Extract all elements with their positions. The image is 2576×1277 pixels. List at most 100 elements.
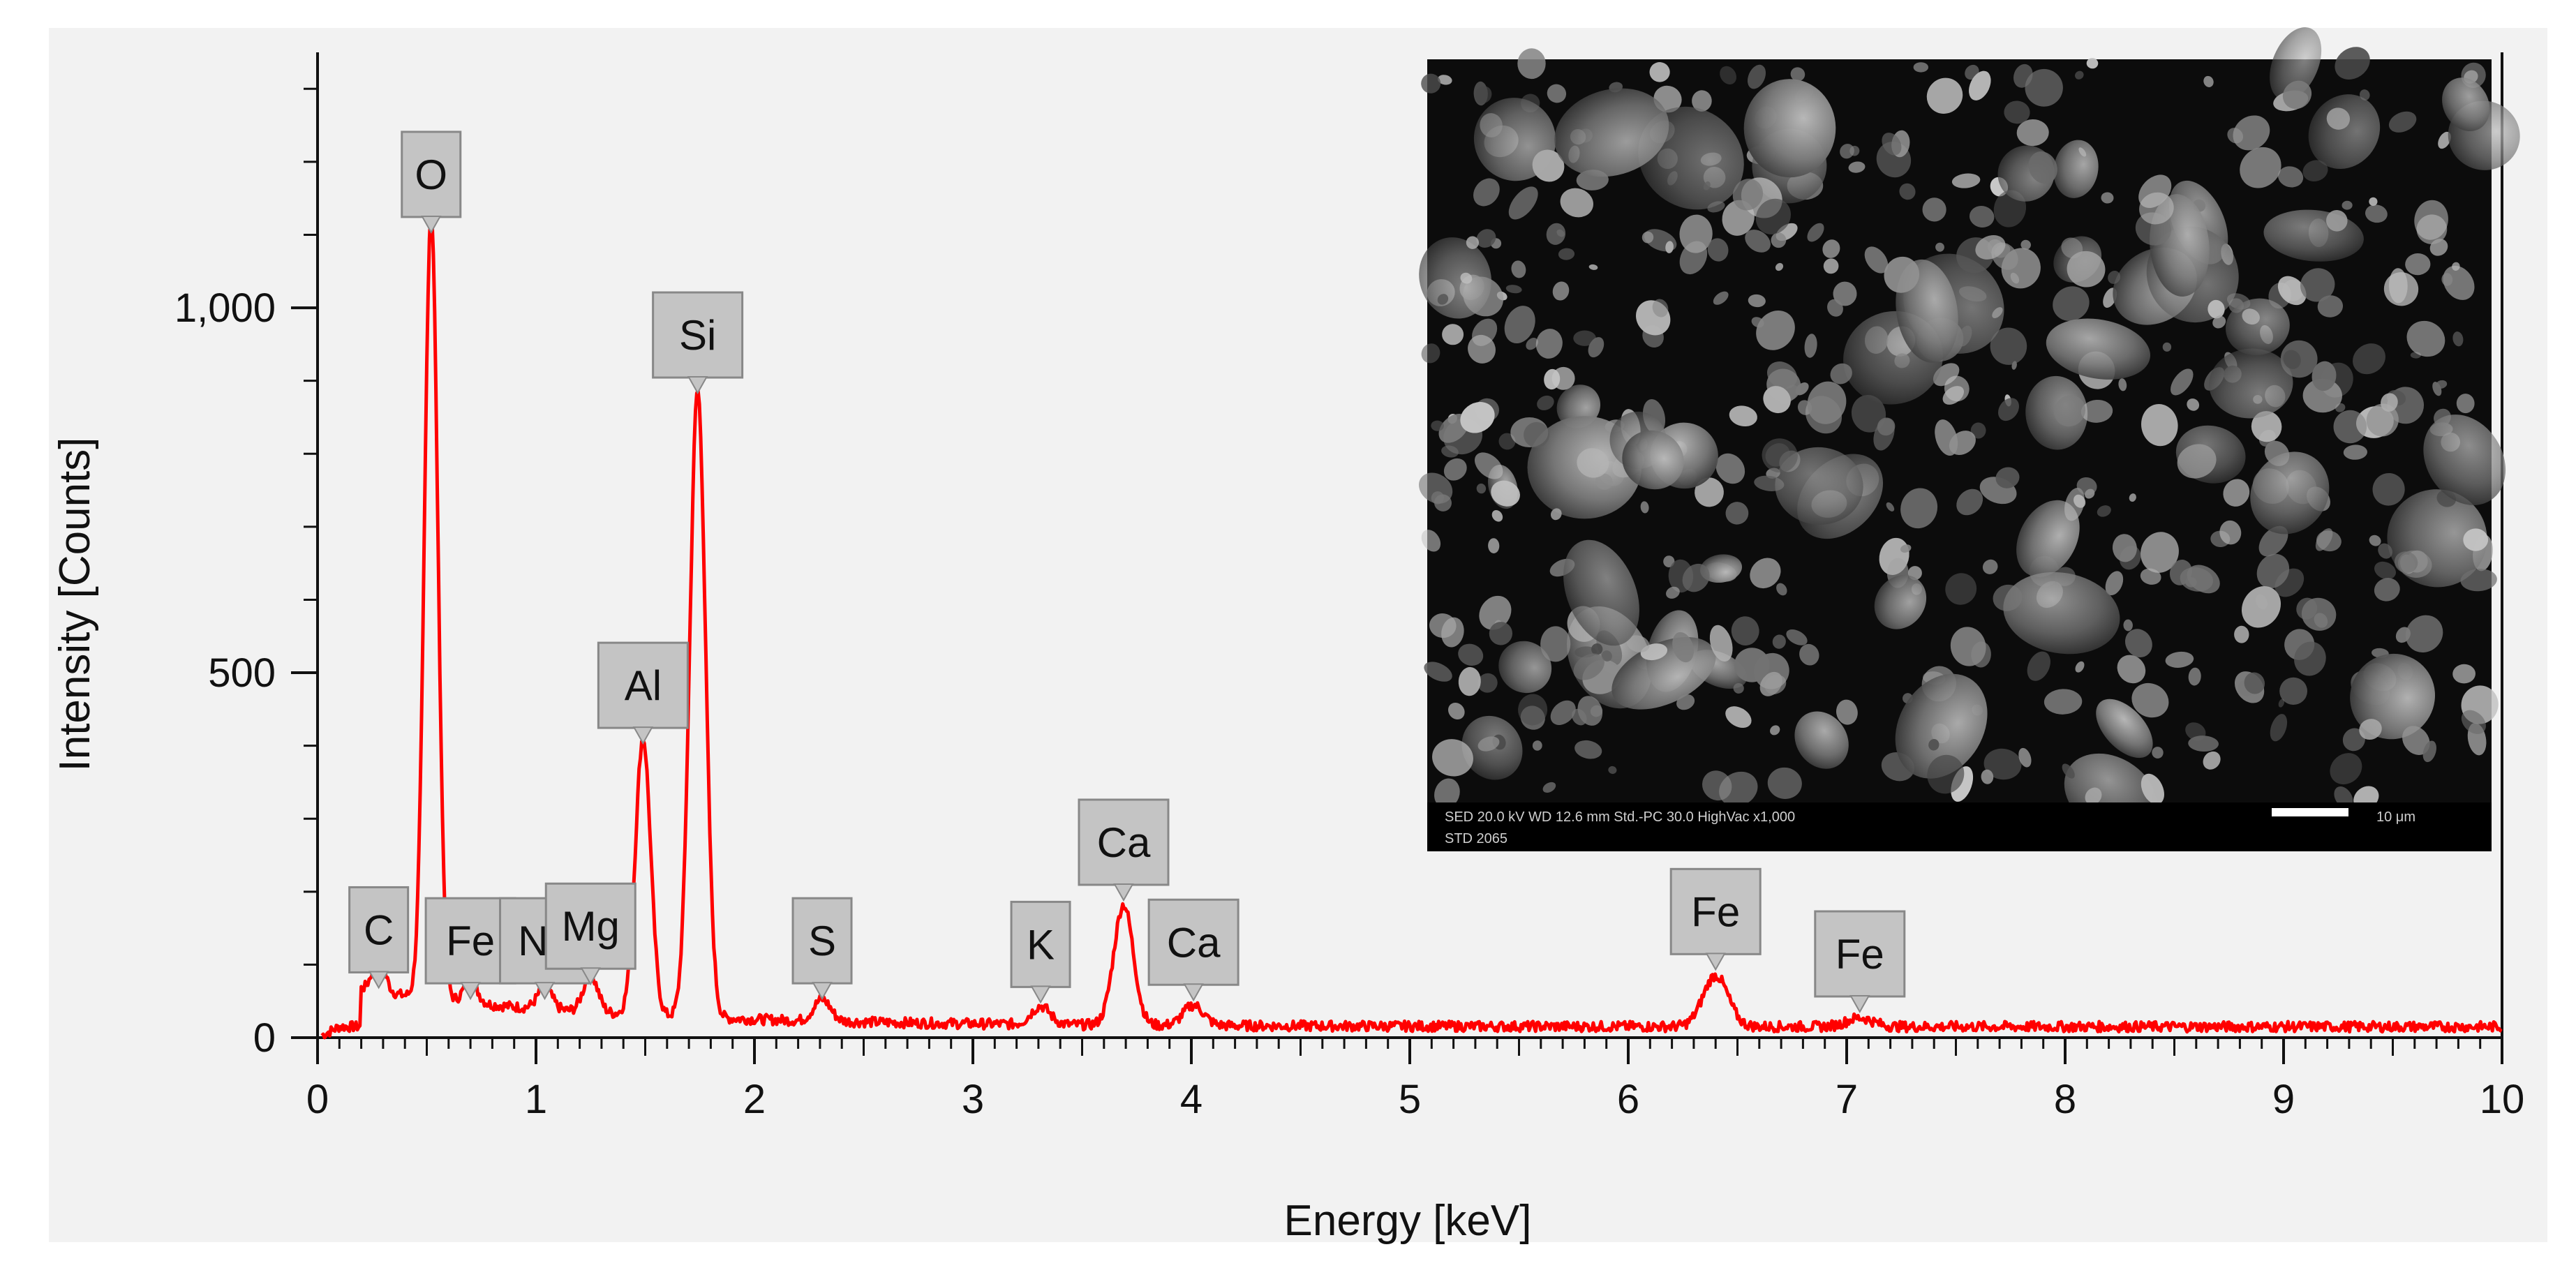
peak-label-si: Si [652,291,744,395]
sem-grain [2335,47,2370,80]
peak-label-mg: Mg [544,882,636,986]
sem-grain [2394,551,2418,574]
sem-grain [1981,769,1994,784]
peak-label-c: C [348,886,410,990]
sem-grain [2141,773,2164,805]
sem-grain [1443,458,1467,481]
sem-grain [2085,787,2102,805]
sem-grain [1488,538,1500,553]
sem-grain [2302,378,2342,413]
sem-grain [2342,200,2353,210]
sem-grain [1477,736,1500,752]
peak-label-text: O [415,151,447,198]
sem-grain [2097,505,2111,517]
sem-grain [2330,753,2362,785]
peak-label-pointer [687,376,708,395]
sem-grain [1926,77,1963,114]
sem-grain [1546,223,1566,245]
sem-grain [1458,643,1484,666]
sem-grain [1429,613,1457,638]
sem-grain [1913,62,1928,73]
sem-grain [1577,448,1609,478]
sem-grain [1491,510,1503,522]
x-tick-label: 8 [2054,1077,2076,1122]
sem-grain [2124,629,2152,657]
sem-grain [1676,694,1695,710]
sem-grain [1709,625,1733,662]
sem-grain [2101,192,2114,204]
sem-grain [2139,192,2174,225]
sem-grain [1491,480,1520,507]
sem-grain [2244,672,2265,694]
sem-grain [2372,472,2405,506]
peak-label-text: Fe [1691,888,1740,935]
sem-grain [2018,747,2032,768]
sem-grain [1489,622,1513,645]
sem-grain [1672,632,1695,663]
sem-grain [1665,241,1674,253]
sem-grain [1771,232,1787,248]
sem-grain [1993,584,2023,611]
peak-label-o: O [401,130,462,234]
sem-grain [1560,188,1593,218]
sem-grain [1775,262,1784,271]
sem-grain [2326,107,2351,130]
sem-grain [1720,66,1737,85]
x-tick-label: 0 [306,1077,329,1122]
sem-grain [1942,386,1965,405]
sem-grain [2251,411,2282,442]
sem-grain [2429,239,2448,256]
sem-grain [1572,708,1587,726]
sem-grain [1460,272,1473,284]
sem-grain [1884,256,1920,293]
peak-label-text: Mg [562,903,620,950]
sem-grain [1498,433,1516,450]
sem-grain [1719,771,1758,807]
sem-grain [1970,422,1986,439]
sem-grain [1438,75,1452,85]
sem-grain [1822,239,1840,258]
sem-grain [2203,751,2221,770]
sem-grain [1833,281,1857,306]
sem-grain [1734,648,1770,682]
sem-grain [2374,561,2396,580]
sem-grain [2016,500,2080,577]
sem-grain [1733,682,1744,694]
peak-label-pointer [580,967,601,986]
sem-grain [1935,419,1958,456]
sem-grain [2402,726,2430,755]
sem-grain [1591,643,1603,655]
sem-grain [1713,291,1729,305]
sem-grain [1573,653,1605,680]
sem-grain [2020,239,2031,250]
sem-grain [2028,151,2057,184]
sem-grain [1790,67,1806,82]
sem-grain [1982,559,1998,574]
sem-grain [1532,740,1542,751]
sem-grain [2301,597,2337,631]
sem-grain [2078,147,2087,157]
sem-grain [2333,410,2367,444]
sem-scale-bar [2272,808,2348,816]
sem-grain [1945,573,1977,605]
sem-grain [1419,472,1453,504]
sem-grain [2343,445,2367,460]
sem-grain [1745,230,1771,253]
peak-label-s: S [791,897,853,1001]
sem-grain [1864,246,1889,274]
sem-grain [1836,699,1858,725]
sem-grain [2013,64,2033,88]
sem-grain [1641,231,1654,244]
sem-grain [2452,664,2476,684]
sem-grain [2062,763,2075,779]
sem-grain [2365,204,2388,223]
sem-grain [2342,728,2365,752]
sem-grains [1419,27,2520,836]
sem-grain [1799,643,1819,666]
sem-grain [1928,739,1940,751]
sem-grain [1971,641,1991,668]
sem-grain [2075,661,2085,673]
sem-grain [1622,430,1684,490]
sem-grain [1882,133,1902,156]
sem-status-line-1: SED 20.0 kV WD 12.6 mm Std.-PC 30.0 High… [1445,809,1795,825]
